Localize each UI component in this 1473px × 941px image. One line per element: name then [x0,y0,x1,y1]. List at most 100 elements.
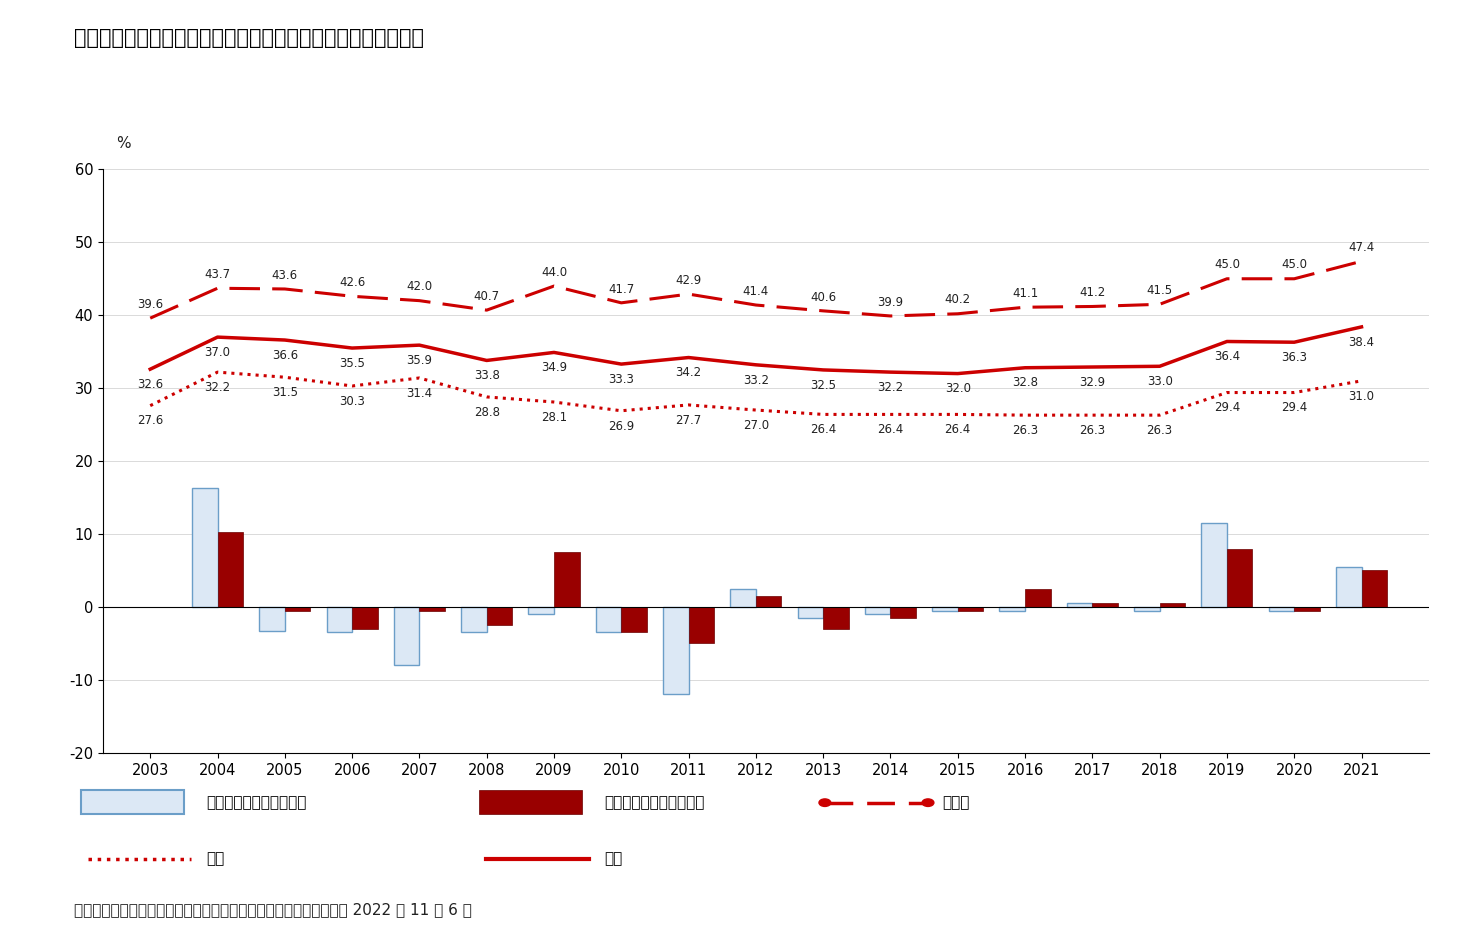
Text: 40.7: 40.7 [474,290,499,303]
Bar [284,607,311,611]
Text: 41.4: 41.4 [742,285,769,297]
Text: 37.0: 37.0 [205,346,230,359]
Bar [663,607,688,694]
Text: 41.7: 41.7 [608,282,635,295]
Text: 33.0: 33.0 [1146,375,1173,388]
Text: 26.3: 26.3 [1080,423,1105,437]
Bar [1000,607,1025,611]
Bar [420,607,445,611]
Text: 31.4: 31.4 [407,387,433,400]
Bar [731,589,756,607]
Text: 29.4: 29.4 [1282,401,1308,414]
Bar [595,607,622,632]
Bar [259,607,284,631]
Bar [957,607,984,611]
Bar [1202,523,1227,607]
Text: 32.8: 32.8 [1012,376,1038,390]
Text: 41.5: 41.5 [1146,284,1173,297]
Text: 36.6: 36.6 [271,349,298,361]
Bar [622,607,647,632]
Text: 44.0: 44.0 [541,265,567,279]
Bar [865,607,891,614]
Text: 36.3: 36.3 [1282,351,1307,364]
Text: 43.7: 43.7 [205,268,231,281]
Bar [797,607,823,618]
Text: 34.9: 34.9 [541,361,567,375]
Text: 35.5: 35.5 [339,357,365,370]
Text: 26.4: 26.4 [878,423,903,437]
Text: 26.4: 26.4 [810,423,837,437]
Text: 27.6: 27.6 [137,414,164,427]
Text: 27.0: 27.0 [742,419,769,432]
Text: 34.2: 34.2 [676,366,701,379]
Text: 40.2: 40.2 [944,294,971,307]
Bar [932,607,957,611]
Text: 31.5: 31.5 [273,386,298,399]
Text: 45.0: 45.0 [1214,259,1240,271]
Bar [1066,603,1093,607]
Text: 32.9: 32.9 [1080,375,1105,389]
Bar [218,532,243,607]
Bar [1025,589,1050,607]
Text: 対前年比増減率（女性）: 対前年比増減率（女性） [604,795,704,810]
Bar [191,488,218,607]
Text: 28.8: 28.8 [474,406,499,419]
Text: 39.9: 39.9 [878,295,903,309]
Text: 39.6: 39.6 [137,298,164,311]
Bar [1227,549,1252,607]
Bar [891,607,916,618]
Text: 40.6: 40.6 [810,291,837,304]
Text: 26.4: 26.4 [944,423,971,437]
Text: 42.9: 42.9 [676,274,701,287]
Text: 36.4: 36.4 [1214,350,1240,363]
Bar [393,607,420,665]
Text: 女性: 女性 [604,852,622,867]
Bar [1268,607,1295,611]
Text: 対前年比増減率（男性）: 対前年比増減率（男性） [206,795,306,810]
Bar [1134,607,1159,611]
Bar [486,607,513,625]
Text: 男女計: 男女計 [943,795,971,810]
Bar [1361,570,1388,607]
Text: 42.6: 42.6 [339,276,365,289]
Text: 26.3: 26.3 [1146,423,1173,437]
Text: 26.3: 26.3 [1012,423,1038,437]
Bar [1159,603,1186,607]
Text: 32.5: 32.5 [810,378,837,391]
Text: 韓国における非正規労働者の割合や対前年比増減率（男女別）: 韓国における非正規労働者の割合や対前年比増減率（男女別） [74,28,424,48]
Text: 27.7: 27.7 [676,414,701,426]
Text: 32.6: 32.6 [137,378,164,391]
Text: 26.9: 26.9 [608,420,635,433]
Text: 28.1: 28.1 [541,411,567,423]
Text: 男性: 男性 [206,852,224,867]
Bar [554,552,579,607]
Bar [327,607,352,632]
Text: 出所）統計庁「経済活動人口調査」各年より筆者作成。最終利用日 2022 年 11 月 6 日: 出所）統計庁「経済活動人口調査」各年より筆者作成。最終利用日 2022 年 11… [74,902,471,917]
Text: 30.3: 30.3 [339,394,365,407]
Text: 32.0: 32.0 [944,382,971,395]
Bar [823,607,848,629]
Text: %: % [116,136,131,152]
Bar [1093,603,1118,607]
Text: 29.4: 29.4 [1214,401,1240,414]
Text: 45.0: 45.0 [1282,259,1307,271]
Text: 35.9: 35.9 [407,354,433,367]
Text: 43.6: 43.6 [271,269,298,281]
Text: 33.2: 33.2 [742,374,769,387]
Text: 41.2: 41.2 [1080,286,1105,299]
Text: 33.3: 33.3 [608,373,635,386]
Text: 33.8: 33.8 [474,369,499,382]
Text: 41.1: 41.1 [1012,287,1038,300]
Bar [461,607,486,632]
Text: 47.4: 47.4 [1348,241,1374,254]
Text: 42.0: 42.0 [407,280,433,294]
Text: 38.4: 38.4 [1348,336,1374,349]
Text: 31.0: 31.0 [1348,390,1374,403]
Bar [352,607,377,629]
Bar [529,607,554,614]
Bar [1336,566,1361,607]
Bar [688,607,714,644]
Bar [756,596,782,607]
Text: 32.2: 32.2 [205,381,231,394]
Bar [1295,607,1320,611]
